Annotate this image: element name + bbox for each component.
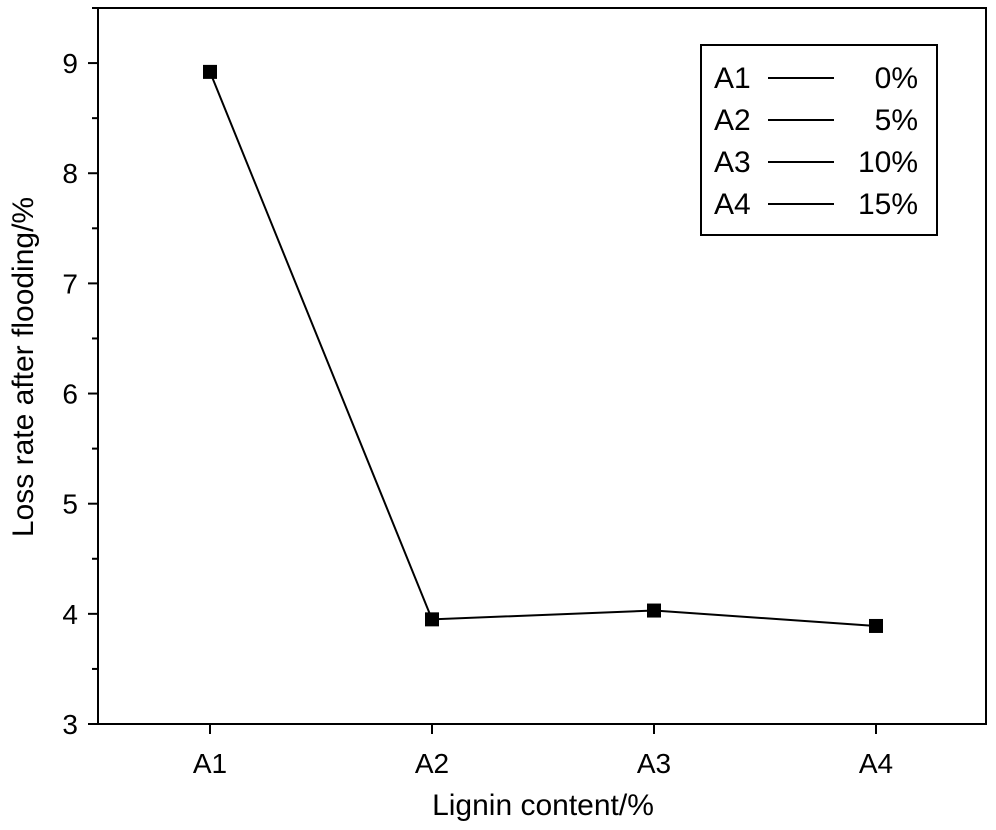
axes (97, 7, 987, 725)
legend: A1 0% A2 5% A3 10% A4 15% (700, 44, 938, 236)
legend-label: 15% (858, 188, 918, 221)
y-axis-label: Loss rate after flooding/% (7, 197, 40, 537)
legend-key: A2 (714, 104, 751, 137)
y-tick-label: 4 (62, 599, 78, 630)
legend-key: A3 (714, 146, 751, 179)
data-point (425, 612, 439, 627)
x-tick-label: A3 (637, 748, 671, 779)
data-point (869, 618, 883, 633)
y-tick-label: 8 (62, 158, 78, 189)
data-point (203, 64, 217, 79)
y-tick-label: 9 (62, 48, 78, 79)
x-tick-label: A2 (415, 748, 449, 779)
legend-key: A4 (714, 188, 751, 221)
plot-frame (97, 7, 987, 725)
y-tick-label: 7 (62, 268, 78, 299)
legend-key: A1 (714, 62, 751, 95)
legend-label: 10% (858, 146, 918, 179)
data-point (647, 603, 661, 618)
y-tick-label: 6 (62, 379, 78, 410)
x-axis-label: Lignin content/% (432, 789, 654, 822)
y-tick-label: 5 (62, 489, 78, 520)
series-line (209, 71, 877, 627)
x-tick-label: A1 (193, 748, 227, 779)
y-tick-label: 3 (62, 709, 78, 740)
legend-label: 5% (875, 104, 918, 137)
series (203, 64, 883, 633)
x-tick-label: A4 (859, 748, 893, 779)
ticks: 3 4 5 6 7 8 9 A1 A2 A3 A4 (62, 7, 893, 779)
legend-label: 0% (875, 62, 918, 95)
